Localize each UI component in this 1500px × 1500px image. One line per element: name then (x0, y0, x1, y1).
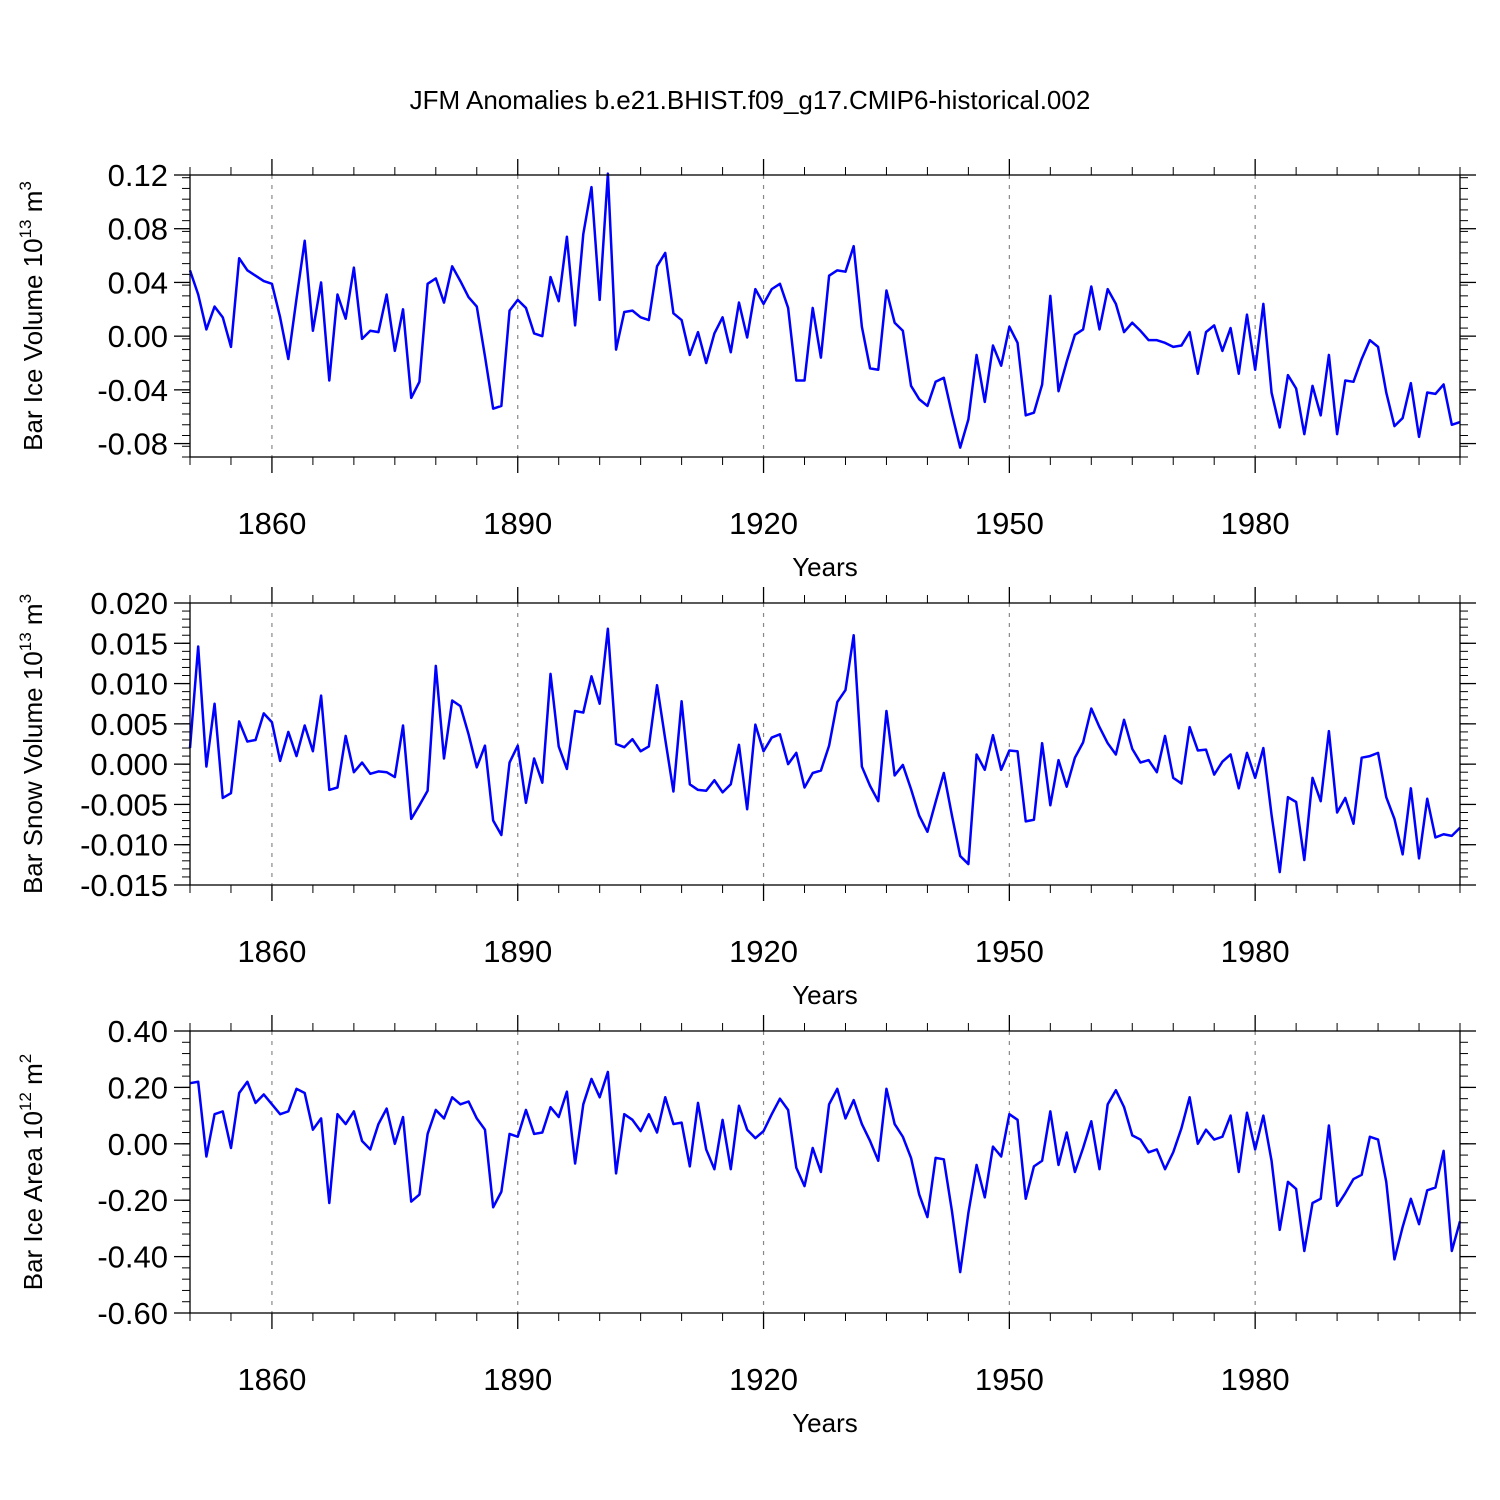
plot-frame (189, 1030, 1461, 1314)
data-series-line (188, 627, 1461, 874)
y-axis-label-exponent: 13 (16, 632, 35, 651)
x-tick-label: 1950 (975, 1362, 1044, 1397)
x-tick-label: 1860 (237, 506, 306, 541)
y-axis-label-unit-exponent: 3 (16, 181, 35, 190)
y-tick-label: -0.005 (80, 787, 168, 822)
chart-panel-1: -0.08 -0.04 0.00 0.04 0.08 0.12 1860 1890 1920 19… (16, 158, 1476, 582)
data-series-line (189, 1070, 1462, 1274)
y-tick-label: 0.40 (108, 1014, 168, 1049)
x-axis-label: Years (792, 552, 858, 582)
x-tick-label: 1950 (975, 506, 1044, 541)
x-axis-label: Years (792, 980, 858, 1010)
chart-panel-3: -0.60 -0.40 -0.20 0.00 0.20 0.40 1860 1890 1920 1… (16, 1014, 1476, 1438)
y-axis-label: Bar Ice Area 1012 m2 (16, 1054, 48, 1291)
y-tick-label: 0.00 (108, 1127, 168, 1162)
y-axis-label-unit-exponent: 3 (16, 594, 35, 603)
y-tick-label: 0.000 (90, 747, 168, 782)
y-tick-label: -0.04 (97, 373, 168, 408)
y-axis-label-unit: m (18, 191, 48, 220)
plot-frame (189, 602, 1461, 886)
plot-frame (189, 174, 1461, 458)
y-tick-label: 0.005 (90, 707, 168, 742)
y-tick-label: 0.20 (108, 1070, 168, 1105)
y-axis-label-text: Bar Ice Area 10 (18, 1111, 48, 1290)
y-tick-label: -0.40 (97, 1240, 168, 1275)
y-tick-label: 0.015 (90, 626, 168, 661)
y-tick-label: 0.00 (108, 319, 168, 354)
y-tick-label: 0.12 (108, 158, 168, 193)
data-series-line (188, 172, 1461, 449)
y-tick-label: 0.010 (90, 667, 168, 702)
x-tick-label: 1860 (237, 1362, 306, 1397)
chart-title: JFM Anomalies b.e21.BHIST.f09_g17.CMIP6-… (409, 85, 1091, 115)
y-tick-label: 0.04 (108, 265, 168, 300)
y-axis-label-text: Bar Ice Volume 10 (18, 238, 48, 450)
y-axis-label-exponent: 12 (16, 1092, 35, 1111)
y-tick-label: -0.015 (80, 868, 168, 903)
x-tick-label: 1920 (729, 1362, 798, 1397)
y-tick-label: -0.010 (80, 828, 168, 863)
x-tick-label: 1920 (729, 934, 798, 969)
y-tick-label: -0.60 (97, 1296, 168, 1331)
y-axis-label-unit: m (18, 603, 48, 632)
y-tick-label: -0.08 (97, 427, 168, 462)
x-tick-label: 1860 (237, 934, 306, 969)
x-tick-label: 1980 (1221, 506, 1290, 541)
y-tick-label: 0.08 (108, 212, 168, 247)
x-tick-label: 1890 (483, 1362, 552, 1397)
y-axis-label-text: Bar Snow Volume 10 (18, 651, 48, 894)
y-axis-label-exponent: 13 (16, 219, 35, 238)
x-tick-label: 1890 (483, 934, 552, 969)
chart-panel-2: -0.015 -0.010 -0.005 0.000 0.005 0.010 0.015 0.… (16, 586, 1476, 1010)
x-tick-label: 1920 (729, 506, 798, 541)
y-axis-label: Bar Snow Volume 1013 m3 (16, 594, 48, 894)
x-tick-label: 1980 (1221, 934, 1290, 969)
y-axis-label-unit: m (18, 1063, 48, 1092)
y-tick-label: -0.20 (97, 1183, 168, 1218)
x-tick-label: 1980 (1221, 1362, 1290, 1397)
y-axis-label: Bar Ice Volume 1013 m3 (16, 181, 48, 451)
x-tick-label: 1890 (483, 506, 552, 541)
y-tick-label: 0.020 (90, 586, 168, 621)
x-tick-label: 1950 (975, 934, 1044, 969)
y-axis-label-unit-exponent: 2 (16, 1054, 35, 1063)
x-axis-label: Years (792, 1408, 858, 1438)
